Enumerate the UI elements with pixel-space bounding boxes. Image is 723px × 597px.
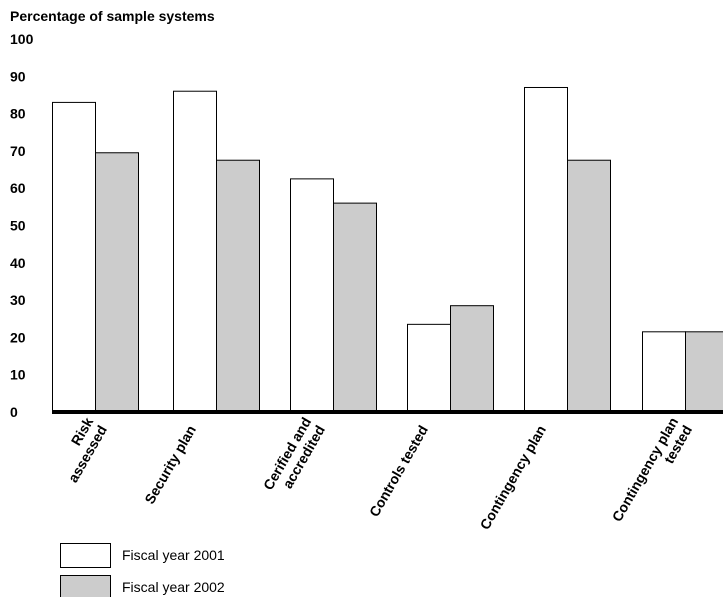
y-tick-label: 20 <box>10 329 26 345</box>
bar-series2 <box>95 152 139 413</box>
legend-swatch <box>60 543 111 568</box>
legend-label: Fiscal year 2001 <box>122 547 225 563</box>
y-tick-label: 10 <box>10 367 26 383</box>
y-tick-label: 60 <box>10 180 26 196</box>
y-axis-ticks: 0 10 20 30 40 50 60 70 80 90 100 <box>10 31 34 420</box>
bar-series1 <box>52 101 96 413</box>
bar-series2 <box>333 202 377 413</box>
bar-series1 <box>642 331 686 413</box>
y-tick-label: 100 <box>10 31 34 47</box>
category-label-line: Contingency plan <box>609 415 682 525</box>
y-tick-label: 90 <box>10 68 26 84</box>
bars <box>52 86 723 413</box>
legend-label: Fiscal year 2002 <box>122 579 225 595</box>
y-tick-label: 30 <box>10 292 26 308</box>
category-label: Security plan <box>141 423 199 507</box>
y-tick-label: 80 <box>10 106 26 122</box>
category-label-line: Controls tested <box>366 423 431 520</box>
category-label-line: Contingency plan <box>476 423 549 533</box>
bar-series2 <box>567 159 611 413</box>
y-tick-label: 50 <box>10 218 26 234</box>
legend-swatch <box>60 575 111 597</box>
category-label: Controls tested <box>366 423 431 520</box>
bar-series1 <box>524 86 568 413</box>
category-label: Contingency plan <box>476 423 549 533</box>
bar-series1 <box>173 90 217 413</box>
bar-series2 <box>685 331 723 413</box>
y-axis-title: Percentage of sample systems <box>10 8 215 24</box>
legend: Fiscal year 2001 Fiscal year 2002 <box>60 543 225 597</box>
bar-series2 <box>450 305 494 413</box>
bar-series2 <box>216 159 260 413</box>
category-label-line: Security plan <box>141 423 199 507</box>
y-tick-label: 0 <box>10 404 18 420</box>
bar-series1 <box>407 323 451 413</box>
y-tick-label: 40 <box>10 255 26 271</box>
y-tick-label: 70 <box>10 143 26 159</box>
bar-series1 <box>290 178 334 413</box>
